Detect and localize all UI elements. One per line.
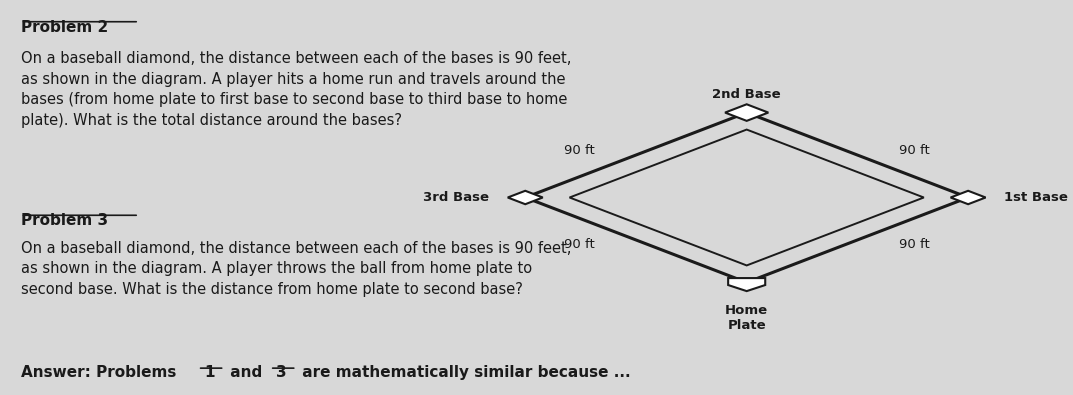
Text: 90 ft: 90 ft: [898, 238, 929, 251]
Polygon shape: [951, 191, 986, 204]
Text: 1st Base: 1st Base: [1004, 191, 1068, 204]
Polygon shape: [725, 104, 768, 121]
Text: 90 ft: 90 ft: [564, 144, 594, 157]
Text: are mathematically similar because ...: are mathematically similar because ...: [296, 365, 630, 380]
Text: On a baseball diamond, the distance between each of the bases is 90 feet,
as sho: On a baseball diamond, the distance betw…: [20, 241, 571, 297]
Text: Problem 3: Problem 3: [20, 213, 107, 228]
Text: 2nd Base: 2nd Base: [712, 88, 781, 101]
Text: 3: 3: [276, 365, 286, 380]
Text: 90 ft: 90 ft: [564, 238, 594, 251]
Text: and: and: [224, 365, 267, 380]
Text: Home
Plate: Home Plate: [725, 304, 768, 332]
Text: Problem 2: Problem 2: [20, 20, 108, 35]
Text: Answer: Problems: Answer: Problems: [20, 365, 181, 380]
Text: 90 ft: 90 ft: [898, 144, 929, 157]
Polygon shape: [508, 191, 543, 204]
Text: 3rd Base: 3rd Base: [423, 191, 489, 204]
Text: On a baseball diamond, the distance between each of the bases is 90 feet,
as sho: On a baseball diamond, the distance betw…: [20, 51, 571, 128]
Text: 1: 1: [204, 365, 215, 380]
Polygon shape: [729, 278, 765, 291]
